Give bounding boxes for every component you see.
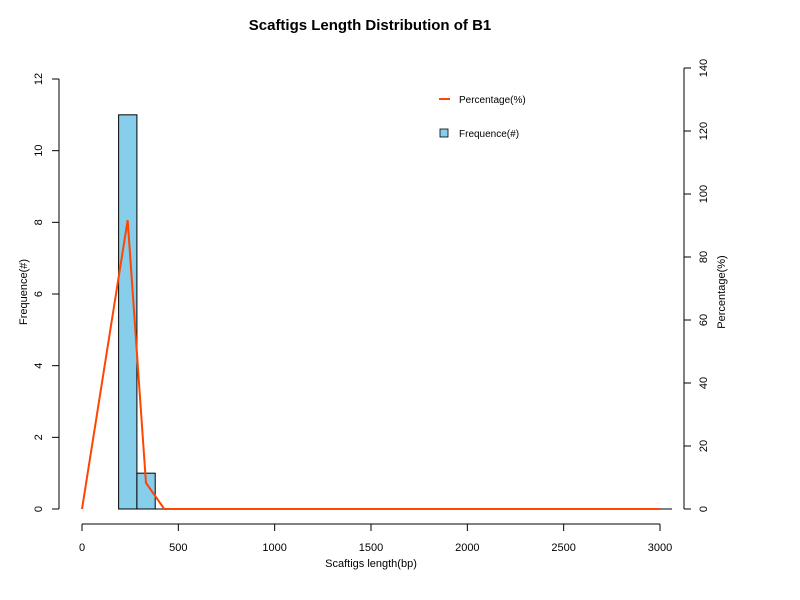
bars-layer — [118, 114, 672, 510]
y2-tick-label: 80 — [698, 251, 710, 263]
y2-tick-label: 120 — [698, 122, 710, 140]
y-axis-label: Frequence(#) — [18, 259, 30, 325]
legend: Percentage(%) Frequence(#) — [439, 95, 526, 140]
y2-tick-label: 20 — [698, 440, 710, 452]
y2-tick-label: 100 — [698, 185, 710, 203]
y2-tick-label: 140 — [698, 59, 710, 77]
x-tick-label: 500 — [169, 542, 187, 554]
x-tick-label: 1500 — [359, 542, 383, 554]
y2-tick-label: 60 — [698, 314, 710, 326]
y-tick-label: 10 — [33, 145, 45, 157]
y-tick-label: 2 — [33, 434, 45, 440]
y-tick-label: 6 — [33, 291, 45, 297]
percentage-line-layer — [81, 219, 660, 510]
y-tick-label: 8 — [33, 219, 45, 225]
chart-title: Scaftigs Length Distribution of B1 — [249, 17, 492, 34]
histogram-bar-1 — [118, 114, 138, 510]
percentage-line — [81, 219, 660, 510]
legend-bar-swatch — [439, 128, 449, 138]
legend-label-frequence: Frequence(#) — [459, 129, 519, 140]
x-tick-label: 3000 — [648, 542, 672, 554]
x-tick-label: 1000 — [262, 542, 286, 554]
y-tick-label: 12 — [33, 73, 45, 85]
x-tick-label: 2500 — [551, 542, 575, 554]
y-tick-label: 4 — [33, 363, 45, 369]
y2-tick-label: 40 — [698, 377, 710, 389]
legend-label-percentage: Percentage(%) — [459, 95, 526, 106]
y2-tick-label: 0 — [698, 506, 710, 512]
y2-axis-label: Percentage(%) — [716, 255, 728, 328]
x-tick-label: 0 — [79, 542, 85, 554]
x-tick-label: 2000 — [455, 542, 479, 554]
y-tick-label: 0 — [33, 506, 45, 512]
x-axis-label: Scaftigs length(bp) — [325, 558, 417, 570]
axes-layer: 0 500 1000 1500 2000 2500 30000246810120204060… — [33, 59, 710, 554]
